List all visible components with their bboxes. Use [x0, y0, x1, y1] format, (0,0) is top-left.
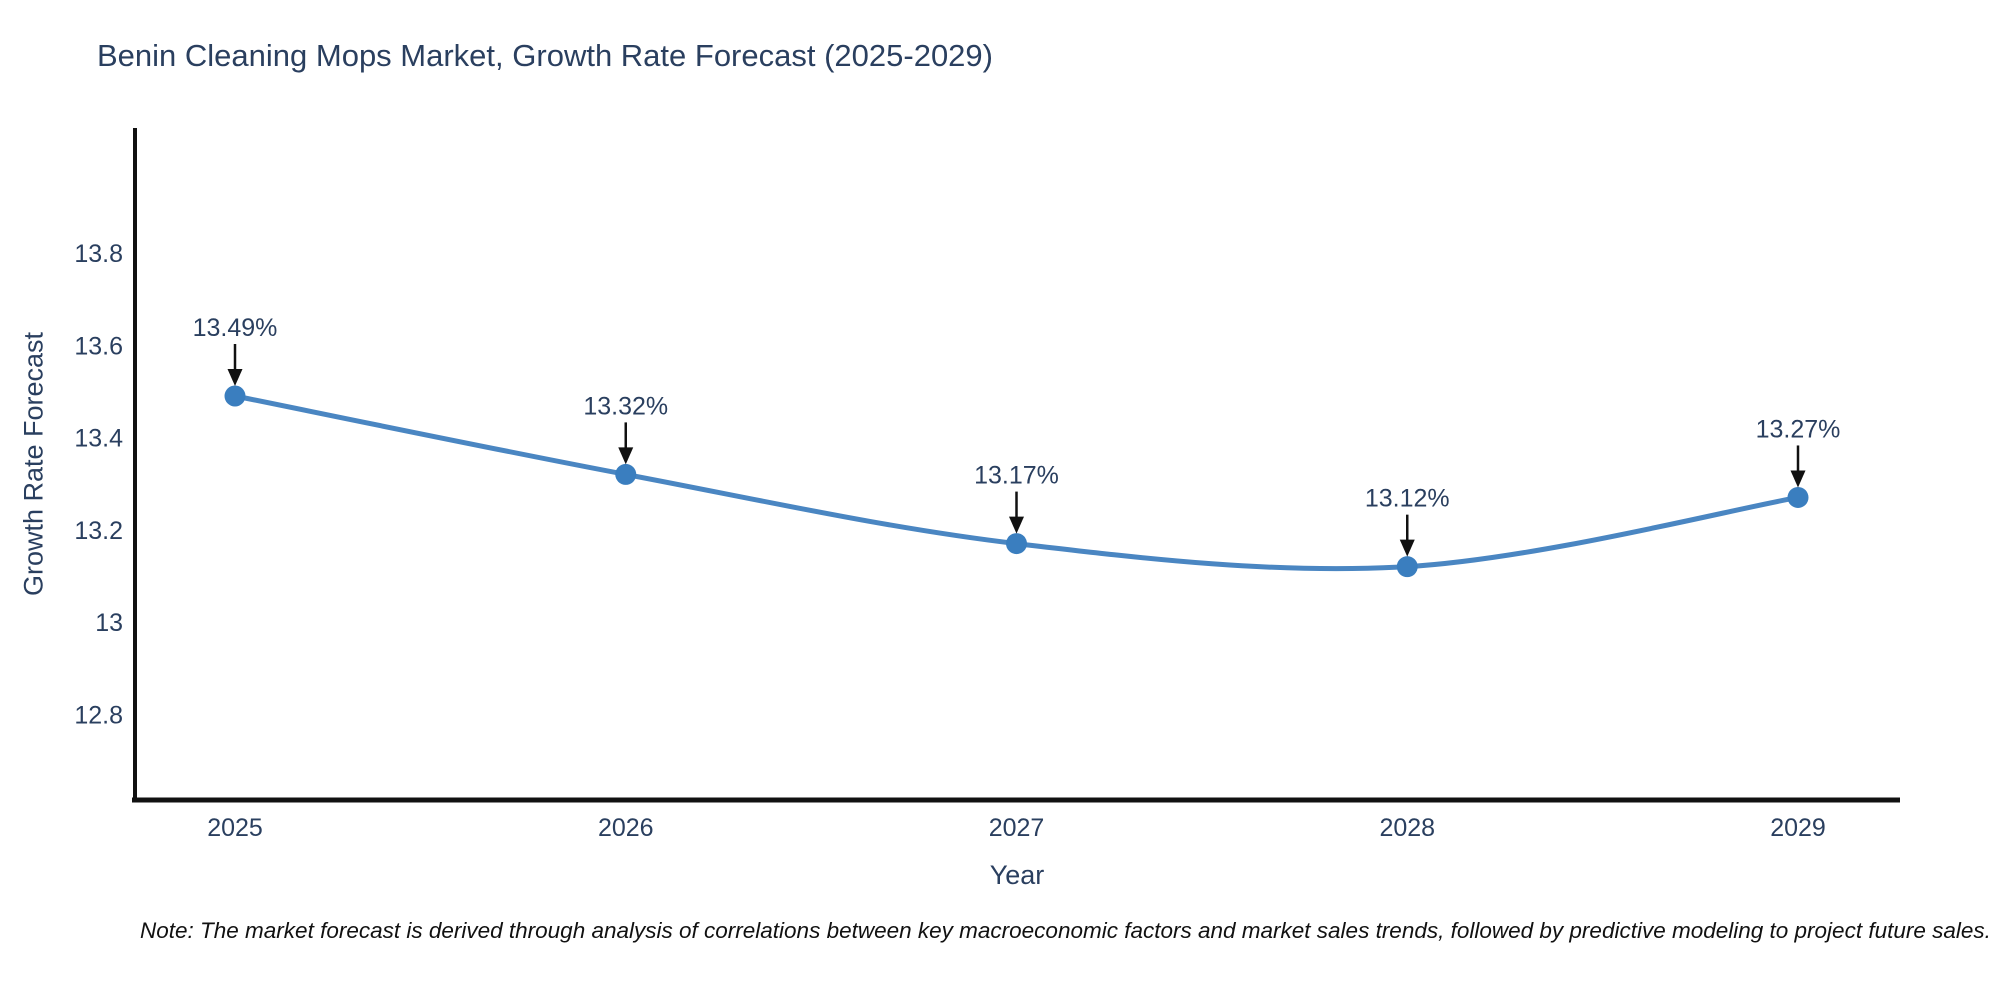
point-annotation-label: 13.49%: [193, 314, 278, 342]
data-point-marker: [615, 463, 637, 485]
y-tick-label: 13.4: [74, 425, 123, 453]
point-annotation-label: 13.32%: [583, 392, 668, 420]
data-point-marker: [1787, 486, 1809, 508]
x-tick-label: 2029: [1770, 814, 1826, 842]
data-point-marker: [1006, 533, 1027, 555]
point-annotation-label: 13.12%: [1365, 485, 1450, 513]
y-tick-label: 13: [95, 609, 123, 637]
annotation-arrow-head: [1009, 516, 1024, 534]
chart-title: Benin Cleaning Mops Market, Growth Rate …: [97, 38, 993, 73]
annotation-arrow-head: [1399, 539, 1415, 557]
x-tick-label: 2027: [989, 814, 1045, 842]
x-tick-label: 2026: [598, 814, 654, 842]
annotation-arrow-head: [618, 447, 634, 465]
x-tick-label: 2025: [207, 814, 263, 842]
footnote: Note: The market forecast is derived thr…: [140, 918, 1991, 943]
y-tick-label: 13.8: [74, 240, 123, 268]
data-point-marker: [224, 385, 246, 407]
y-tick-label: 13.2: [74, 517, 123, 545]
y-tick-label: 12.8: [74, 701, 123, 729]
point-annotation-label: 13.27%: [1756, 415, 1841, 443]
y-tick-label: 13.6: [74, 332, 123, 360]
point-annotation-label: 13.17%: [974, 462, 1059, 490]
data-point-marker: [1396, 556, 1418, 578]
annotation-arrow-head: [1790, 470, 1806, 488]
x-axis-title: Year: [989, 860, 1045, 890]
x-tick-label: 2028: [1379, 814, 1435, 842]
annotation-arrow-head: [227, 368, 243, 386]
